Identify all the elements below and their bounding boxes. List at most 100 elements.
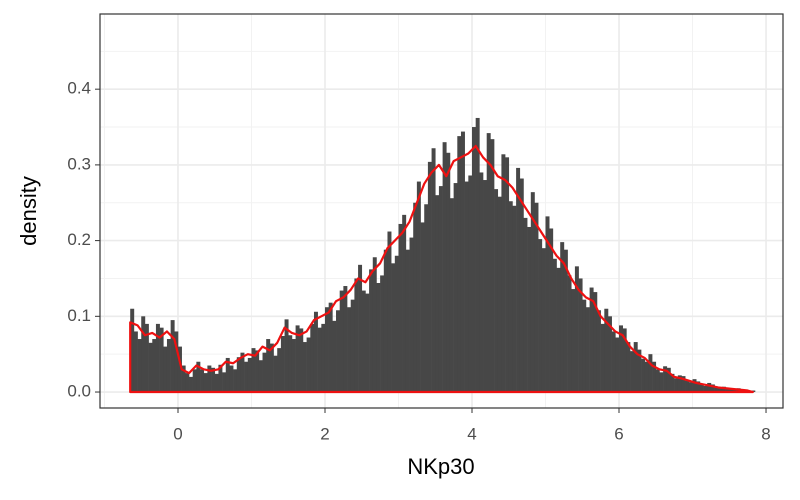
histogram-bar xyxy=(710,384,715,393)
histogram-bar xyxy=(155,323,160,393)
histogram-bar xyxy=(523,217,528,393)
histogram-bar xyxy=(619,325,623,393)
histogram-bar xyxy=(343,286,348,393)
histogram-bar xyxy=(501,154,506,393)
histogram-bar xyxy=(505,157,510,393)
histogram-bar xyxy=(732,389,737,393)
y-tick-label: 0.1 xyxy=(67,306,91,325)
histogram-bar xyxy=(214,373,219,393)
histogram-bar xyxy=(596,310,601,393)
histogram-bar xyxy=(251,348,256,393)
histogram-bar xyxy=(332,320,337,393)
histogram-bar xyxy=(457,136,462,393)
histogram-bar xyxy=(468,175,473,393)
histogram-bar xyxy=(604,308,609,393)
histogram-bar xyxy=(130,308,135,393)
histogram-bar xyxy=(714,387,719,393)
histogram-bar xyxy=(354,278,359,393)
histogram-bar xyxy=(725,387,730,393)
histogram-bar xyxy=(196,361,201,393)
histogram-bar xyxy=(306,337,311,393)
histogram-bar xyxy=(519,178,524,393)
histogram-bar xyxy=(166,339,171,393)
histogram-bar xyxy=(255,350,260,393)
histogram-bar xyxy=(280,335,285,393)
histogram-bar xyxy=(383,249,388,393)
histogram-bar xyxy=(295,325,300,393)
histogram-bar xyxy=(211,367,216,393)
histogram-bar xyxy=(688,382,693,393)
histogram-bar xyxy=(405,249,410,393)
histogram-bar xyxy=(247,357,252,393)
histogram-bar xyxy=(302,342,307,393)
histogram-bar xyxy=(472,127,476,393)
histogram-bar xyxy=(655,369,660,393)
x-tick-label: 8 xyxy=(761,424,770,443)
histogram-bar xyxy=(137,339,142,393)
histogram-bar xyxy=(273,355,278,393)
x-tick-label: 2 xyxy=(320,424,329,443)
y-tick-label: 0.3 xyxy=(67,154,91,173)
histogram-bar xyxy=(442,142,447,393)
histogram-bar xyxy=(622,328,627,393)
histogram-bar xyxy=(703,385,708,393)
histogram-bar xyxy=(600,323,605,393)
histogram-bar xyxy=(339,290,344,393)
histogram-bar xyxy=(387,231,392,393)
histogram-bar xyxy=(229,365,234,393)
y-tick-label: 0.0 xyxy=(67,382,91,401)
histogram-bar xyxy=(163,346,168,393)
histogram-bar xyxy=(630,351,635,393)
histogram-bar xyxy=(692,379,697,393)
histogram-bar xyxy=(516,167,521,393)
histogram-bar xyxy=(729,388,734,393)
histogram-bar xyxy=(718,388,723,393)
histogram-bar xyxy=(380,275,385,393)
histogram-bar xyxy=(420,222,425,393)
histogram-bar xyxy=(435,195,440,393)
histogram-bar xyxy=(475,117,480,393)
histogram-bar xyxy=(560,242,565,393)
histogram-bar xyxy=(181,365,186,393)
histogram-bar xyxy=(416,181,421,393)
histogram-bar xyxy=(490,139,495,393)
histogram-bar xyxy=(207,365,212,393)
histogram-bar xyxy=(464,181,469,393)
histogram-bar xyxy=(427,161,432,393)
histogram-bar xyxy=(538,239,543,393)
histogram-bar xyxy=(174,331,179,393)
histogram-bar xyxy=(218,364,223,393)
histogram-bar xyxy=(225,357,230,393)
histogram-bar xyxy=(637,349,642,393)
x-tick-label: 6 xyxy=(614,424,623,443)
histogram-bar xyxy=(582,299,587,393)
histogram-bar xyxy=(244,361,249,393)
histogram-bar xyxy=(324,307,329,393)
histogram-bar xyxy=(376,283,381,393)
histogram-bar xyxy=(626,342,631,393)
histogram-bar xyxy=(299,328,304,393)
histogram-bar xyxy=(483,180,488,393)
histogram-bar xyxy=(409,237,414,393)
histogram-bar xyxy=(541,248,546,393)
histogram-bar xyxy=(336,310,340,393)
histogram-bar xyxy=(677,375,682,393)
histogram-bar xyxy=(398,223,403,393)
histogram-bar xyxy=(696,381,701,393)
histogram-bar xyxy=(240,352,245,393)
histogram-bar xyxy=(674,378,679,393)
histogram-bar xyxy=(133,331,138,393)
x-axis-title: NKp30 xyxy=(407,454,474,479)
histogram-bar xyxy=(479,172,484,393)
density-line xyxy=(129,144,754,394)
x-tick-label: 4 xyxy=(467,424,476,443)
histogram-bar xyxy=(615,337,620,393)
histogram-bar xyxy=(497,196,502,393)
x-tick-label: 0 xyxy=(173,424,182,443)
histogram-bar xyxy=(556,267,561,393)
histogram-bar xyxy=(284,319,289,393)
histogram-bar xyxy=(567,275,572,393)
y-tick-label: 0.2 xyxy=(67,230,91,249)
histogram-bar xyxy=(328,302,333,393)
